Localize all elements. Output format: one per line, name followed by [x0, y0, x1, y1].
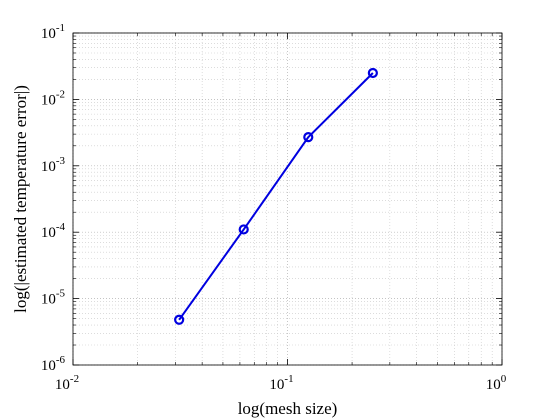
- y-tick-label: 10-3: [41, 155, 66, 175]
- x-tick-label: 100: [486, 373, 507, 393]
- y-tick-label: 10-4: [41, 221, 66, 241]
- x-tick-label: 10-2: [55, 373, 79, 393]
- x-tick-label: 10-1: [269, 373, 293, 393]
- data-point: [303, 132, 314, 143]
- y-tick-label: 10-5: [41, 288, 66, 308]
- data-point: [174, 314, 185, 325]
- series-line: [178, 72, 374, 321]
- x-axis-label: log(mesh size): [238, 399, 338, 418]
- y-tick-label: 10-2: [41, 88, 65, 108]
- grid-minor: [73, 33, 502, 365]
- tick-marks: [72, 32, 503, 366]
- data-point: [238, 224, 249, 235]
- data-point: [367, 67, 378, 79]
- y-tick-label: 10-6: [41, 354, 66, 374]
- series-layer: [174, 67, 378, 325]
- y-axis-label: log(|estimated temperature error|): [11, 85, 30, 313]
- tick-labels: 10-2 10-1 100 10-6 10-5 10-4 10-3 10-2 10-1: [41, 22, 507, 393]
- y-tick-label: 10-1: [41, 22, 65, 42]
